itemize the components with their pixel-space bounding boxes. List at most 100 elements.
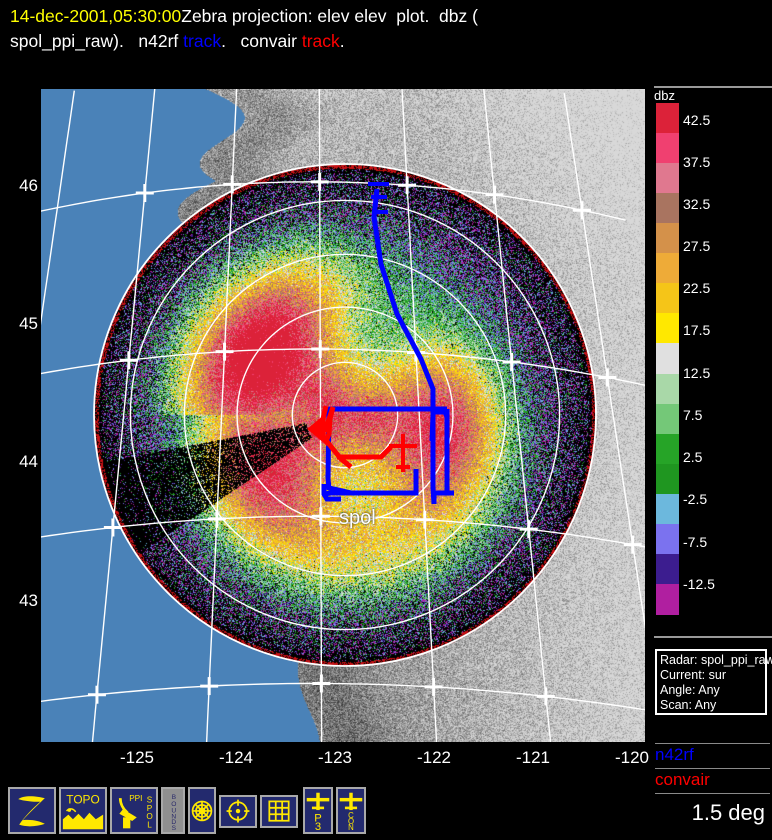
svg-text:TOPO: TOPO [66,793,99,807]
bounds-button[interactable]: B O U N D S [161,787,185,834]
radar-rings-button[interactable] [188,787,216,834]
ppi-antenna-icon: PPI S P O L [112,789,156,832]
zebra-logo-button[interactable] [8,787,56,834]
info-scan: Scan: Any [660,698,717,712]
svg-text:P: P [314,812,322,824]
colorbar-segment [656,583,679,615]
svg-text:S: S [172,825,177,832]
colorbar-segment [656,433,679,465]
legend-item-n42rf[interactable]: n42rf [655,745,694,764]
colorbar-segment [656,163,679,194]
colorbar-top-rule [654,86,772,88]
radar-plot-canvas[interactable]: spol [41,89,645,742]
colorbar-bottom-rule [654,636,772,638]
convair-aircraft-icon: C O N [338,789,364,832]
radar-site-label: spol [339,507,376,529]
topo-mountains-icon: TOPO [61,789,105,832]
svg-text:D: D [171,819,176,826]
svg-text:O: O [171,801,176,808]
title-part1: Zebra projection: elev elev plot. dbz ( [181,6,478,26]
p3-aircraft-icon: P 3 [305,789,331,832]
colorbar-tick: 42.5 [683,112,711,128]
colorbar-segment [656,103,679,134]
colorbar-segment [656,403,679,435]
title-part3: . convair [221,31,302,51]
svg-text:N: N [348,823,354,832]
y-tick-44: 44 [19,452,38,471]
title-part2: spol_ppi_raw). n42rf [10,31,184,51]
title-track-n42rf: track [183,31,222,51]
svg-text:O: O [348,817,354,826]
svg-text:S: S [147,796,153,805]
colorbar-segment [656,133,679,164]
colorbar-segment [656,523,679,555]
colorbar-segment [656,253,679,284]
colorbar-segment [656,193,679,224]
y-tick-46: 46 [19,176,38,195]
colorbar-segment [656,493,679,525]
title-part4: . [339,31,345,51]
svg-text:L: L [147,820,152,829]
info-radar: Radar: spol_ppi_raw [660,653,772,667]
radar-rings-icon [190,789,214,832]
info-angle: Angle: Any [660,683,720,697]
colorbar-segment [656,313,679,345]
crosshair-target-icon [221,797,255,826]
colorbar-tick: -2.5 [683,491,708,507]
colorbar-segment [656,553,679,585]
center-target-button[interactable] [219,795,257,828]
x-tick-122: -122 [416,748,452,767]
svg-text:B: B [172,794,177,801]
legend-item-convair[interactable]: convair [655,770,710,789]
elevation-angle-label: 1.5 deg [691,800,765,825]
x-tick-120: -120 [614,748,650,767]
colorbar-tick: 27.5 [683,238,711,254]
topo-button[interactable]: TOPO [59,787,107,834]
ppi-spol-button[interactable]: PPI S P O L [110,787,158,834]
legend-rule-top [655,743,770,744]
svg-text:P: P [147,804,153,813]
svg-text:O: O [146,812,152,821]
svg-text:PPI: PPI [129,794,142,803]
p3-aircraft-button[interactable]: P 3 [303,787,333,834]
grid-button[interactable] [260,795,298,828]
svg-text:N: N [171,813,176,820]
colorbar-segment [656,463,679,495]
colorbar-tick: 32.5 [683,196,711,212]
colorbar-tick: 12.5 [683,365,711,381]
svg-text:U: U [171,808,176,815]
colorbar-tick: 22.5 [683,280,711,296]
x-tick-123: -123 [317,748,353,767]
colorbar [656,103,679,615]
svg-text:C: C [348,811,354,820]
legend-rule-bottom [655,793,770,794]
colorbar-segment [656,343,679,375]
x-tick-121: -121 [515,748,551,767]
title-track-convair: track [301,31,340,51]
colorbar-tick: -7.5 [683,534,708,550]
colorbar-segment [656,283,679,314]
colorbar-tick: -12.5 [683,576,715,592]
legend-rule-mid [655,768,770,769]
y-tick-43: 43 [19,591,38,610]
bounds-vertical-label-icon: B O U N D S [163,789,183,832]
radar-info-box: Radar: spol_ppi_raw Current: sur Angle: … [655,649,772,715]
colorbar-segment [656,373,679,405]
con-aircraft-button[interactable]: C O N [336,787,366,834]
x-tick-124: -124 [218,748,254,767]
colorbar-tick: 7.5 [683,407,703,423]
radar-reflectivity-raster [41,89,645,742]
colorbar-tick: 37.5 [683,154,711,170]
colorbar-segment [656,223,679,254]
zebra-z-icon [10,789,54,832]
grid-icon [262,797,296,826]
bottom-toolbar: TOPO PPI S P O L [0,781,772,840]
colorbar-tick: 2.5 [683,449,703,465]
colorbar-title: dbz [654,88,675,103]
y-tick-45: 45 [19,314,38,333]
title-datetime: 14-dec-2001,05:30:00 [10,6,182,26]
svg-text:3: 3 [315,821,321,832]
info-current: Current: sur [660,668,726,682]
colorbar-tick: 17.5 [683,322,711,338]
